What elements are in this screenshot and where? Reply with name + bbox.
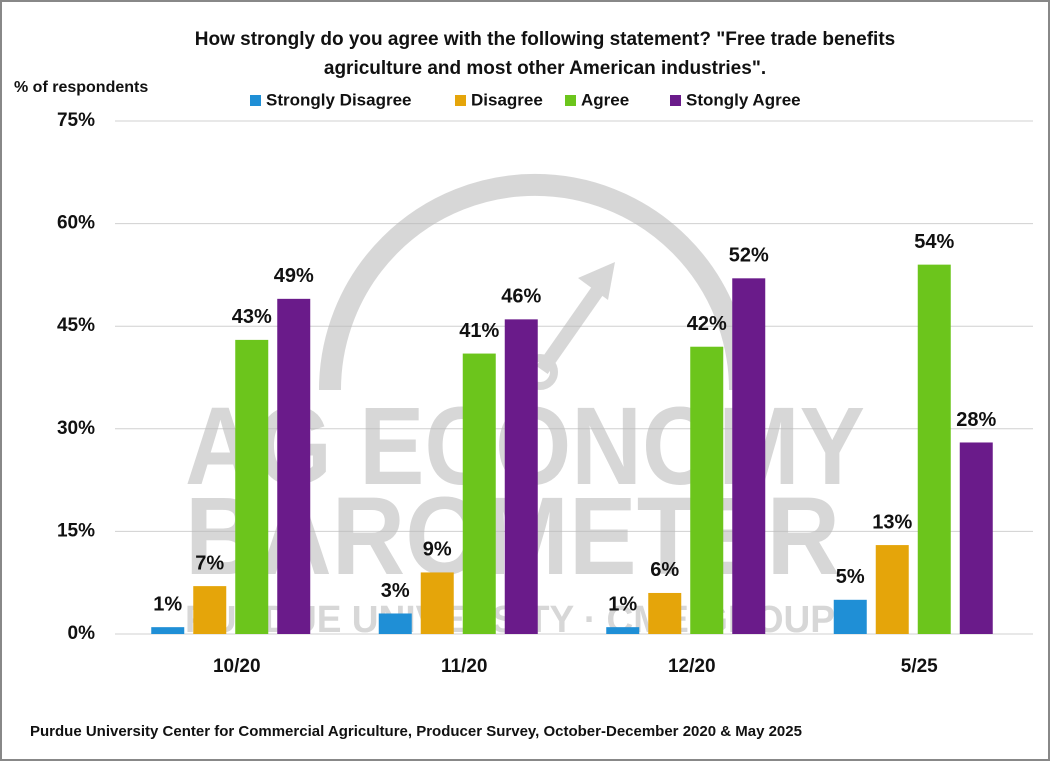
value-label: 9% <box>423 539 452 561</box>
legend-swatch <box>670 95 681 106</box>
value-label: 46% <box>501 286 541 308</box>
bar <box>690 346 724 634</box>
value-label: 5% <box>836 566 865 588</box>
value-label: 43% <box>232 306 272 328</box>
chart-title: How strongly do you agree with the follo… <box>195 29 895 50</box>
x-tick-label: 12/20 <box>668 656 716 677</box>
value-label: 3% <box>381 580 410 602</box>
bar <box>648 592 682 634</box>
bar <box>504 319 538 634</box>
bar <box>959 442 993 634</box>
value-label: 49% <box>274 265 314 287</box>
y-axis-label: % of respondents <box>14 79 148 96</box>
bar <box>833 599 867 634</box>
gauge-needle <box>536 275 611 375</box>
legend-swatch <box>565 95 576 106</box>
bar <box>420 572 454 634</box>
bar <box>917 264 951 634</box>
value-label: 6% <box>650 559 679 581</box>
bar <box>606 627 640 634</box>
value-label: 7% <box>195 552 224 574</box>
chart-title: agriculture and most other American indu… <box>324 58 766 79</box>
bar <box>378 613 412 634</box>
value-label: 1% <box>153 593 182 615</box>
y-tick-label: 60% <box>57 213 95 234</box>
value-label: 28% <box>956 409 996 431</box>
gauge-arrowhead <box>578 262 615 300</box>
bar <box>151 627 185 634</box>
bar <box>235 339 269 634</box>
legend-swatch <box>455 95 466 106</box>
value-label: 1% <box>608 593 637 615</box>
value-label: 54% <box>914 231 954 253</box>
x-tick-label: 10/20 <box>213 656 261 677</box>
y-tick-label: 45% <box>57 315 95 336</box>
source-note: Purdue University Center for Commercial … <box>30 723 802 740</box>
y-tick-label: 0% <box>68 623 96 644</box>
value-label: 41% <box>459 320 499 342</box>
y-tick-label: 75% <box>57 110 95 131</box>
legend-swatch <box>250 95 261 106</box>
bar <box>277 298 311 634</box>
x-tick-label: 5/25 <box>901 656 938 677</box>
gauge-arc <box>319 174 751 391</box>
value-label: 42% <box>687 313 727 335</box>
bar <box>462 353 496 634</box>
y-tick-label: 15% <box>57 520 95 541</box>
y-tick-label: 30% <box>57 418 95 439</box>
value-label: 52% <box>729 245 769 267</box>
x-tick-label: 11/20 <box>441 656 488 677</box>
legend-label: Agree <box>581 90 629 109</box>
legend-label: Stongly Agree <box>686 90 801 109</box>
value-label: 13% <box>872 511 912 533</box>
bar <box>193 586 227 634</box>
legend-label: Strongly Disagree <box>266 90 412 109</box>
bar <box>875 545 909 634</box>
bar <box>732 278 766 634</box>
legend-label: Disagree <box>471 90 543 109</box>
